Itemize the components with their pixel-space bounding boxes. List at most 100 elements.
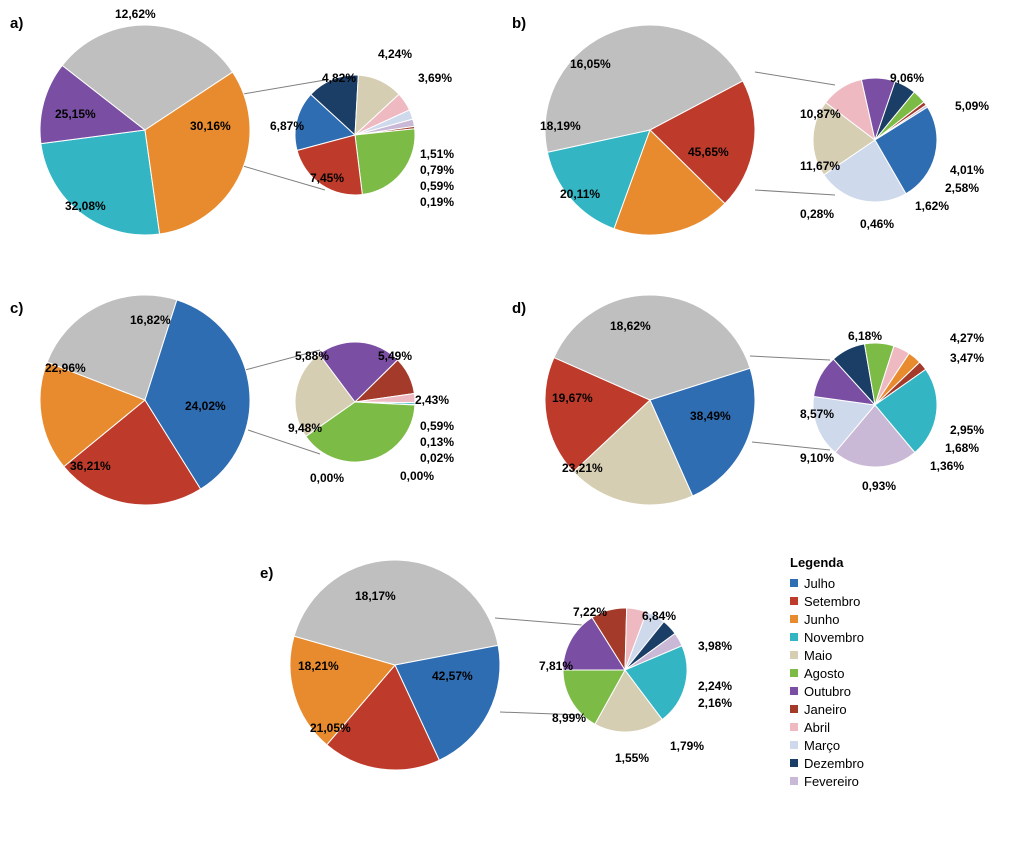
panel-d-sub-label-5: 1,68%	[945, 442, 979, 455]
legend-label: Outubro	[804, 684, 851, 699]
legend-swatch	[790, 741, 798, 749]
panel-a-main-label-1: 12,62%	[115, 8, 156, 21]
legend-title: Legenda	[790, 555, 864, 570]
panel-e-sub-label-0: 7,81%	[539, 660, 573, 673]
panel-a-sub-label-6: 0,19%	[420, 196, 454, 209]
legend-swatch	[790, 579, 798, 587]
legend-label: Abril	[804, 720, 830, 735]
panel-c-sub-label-3: 0,59%	[420, 420, 454, 433]
panel-c-label: c)	[10, 300, 23, 317]
panel-d-main-label-2: 38,49%	[690, 410, 731, 423]
panel-b-sub-label-2: 5,09%	[955, 100, 989, 113]
legend-label: Setembro	[804, 594, 860, 609]
panel-e-sub-label-2: 6,84%	[642, 610, 676, 623]
legend-row: Setembro	[790, 592, 864, 610]
legend-swatch	[790, 633, 798, 641]
svg-layer	[0, 0, 1024, 855]
panel-e-sub-label-3: 3,98%	[698, 640, 732, 653]
legend-swatch	[790, 687, 798, 695]
legend-swatch	[790, 759, 798, 767]
legend-swatch	[790, 651, 798, 659]
panel-e-main-label-2: 42,57%	[432, 670, 473, 683]
panel-e-main-label-0: 18,21%	[298, 660, 339, 673]
legend-label: Novembro	[804, 630, 864, 645]
pie-connector	[495, 618, 582, 625]
legend-row: Novembro	[790, 628, 864, 646]
legend-row: Julho	[790, 574, 864, 592]
panel-d-main-label-1: 18,62%	[610, 320, 651, 333]
legend-label: Março	[804, 738, 840, 753]
legend-row: Abril	[790, 718, 864, 736]
legend-row: Agosto	[790, 664, 864, 682]
legend-label: Agosto	[804, 666, 844, 681]
panel-c-sub-label-4: 0,13%	[420, 436, 454, 449]
panel-a-main-slice-0	[41, 130, 160, 235]
panel-b-sub-label-5: 1,62%	[915, 200, 949, 213]
panel-e-main-label-1: 18,17%	[355, 590, 396, 603]
panel-a-main-label-2: 30,16%	[190, 120, 231, 133]
panel-d-sub-label-4: 2,95%	[950, 424, 984, 437]
panel-c-main-label-0: 22,96%	[45, 362, 86, 375]
panel-b-sub-label-3: 4,01%	[950, 164, 984, 177]
panel-c-sub-label-7: 0,00%	[310, 472, 344, 485]
legend-label: Dezembro	[804, 756, 864, 771]
panel-c-main-label-3: 36,21%	[70, 460, 111, 473]
panel-c-sub-label-2: 2,43%	[415, 394, 449, 407]
legend-row: Outubro	[790, 682, 864, 700]
legend-row: Junho	[790, 610, 864, 628]
pie-connector	[755, 72, 835, 85]
panel-a-label: a)	[10, 15, 23, 32]
panel-b-sub-label-4: 2,58%	[945, 182, 979, 195]
panel-a-sub-label-0: 4,82%	[322, 72, 356, 85]
legend-row: Janeiro	[790, 700, 864, 718]
pie-connector	[750, 356, 830, 360]
panel-c-sub-label-6: 0,00%	[400, 470, 434, 483]
pie-connector	[755, 190, 835, 195]
panel-a-sub-label-5: 0,59%	[420, 180, 454, 193]
panel-b-main-label-1: 45,65%	[688, 146, 729, 159]
panel-d-sub-label-7: 0,93%	[862, 480, 896, 493]
panel-a-sub-label-1: 4,24%	[378, 48, 412, 61]
panel-e-sub-label-1: 7,22%	[573, 606, 607, 619]
panel-d-sub-label-2: 4,27%	[950, 332, 984, 345]
panel-b-main-label-0: 16,05%	[570, 58, 611, 71]
legend-swatch	[790, 777, 798, 785]
panel-a-main-label-0: 25,15%	[55, 108, 96, 121]
panel-b-sub-label-1: 9,06%	[890, 72, 924, 85]
legend-row: Maio	[790, 646, 864, 664]
legend: Legenda Julho SetembroJunho Novembro Maio Ago…	[790, 555, 864, 790]
legend-row: Fevereiro	[790, 772, 864, 790]
panel-d-main-label-0: 19,67%	[552, 392, 593, 405]
figure-root: a)25,15%12,62%30,16%32,08%4,82%4,24%3,69…	[0, 0, 1024, 855]
panel-a-sub-label-4: 0,79%	[420, 164, 454, 177]
panel-a-sub-label-8: 6,87%	[270, 120, 304, 133]
legend-swatch	[790, 615, 798, 623]
panel-e-main-label-3: 21,05%	[310, 722, 351, 735]
panel-d-sub-label-1: 6,18%	[848, 330, 882, 343]
panel-a-main-label-3: 32,08%	[65, 200, 106, 213]
panel-b-label: b)	[512, 15, 526, 32]
legend-label: Maio	[804, 648, 832, 663]
panel-e-sub-label-8: 8,99%	[552, 712, 586, 725]
legend-swatch	[790, 669, 798, 677]
panel-d-main-label-3: 23,21%	[562, 462, 603, 475]
panel-e-sub-label-4: 2,24%	[698, 680, 732, 693]
panel-b-sub-label-8: 11,67%	[800, 160, 840, 173]
legend-swatch	[790, 705, 798, 713]
panel-d-sub-label-6: 1,36%	[930, 460, 964, 473]
panel-d-sub-label-8: 9,10%	[800, 452, 834, 465]
legend-label: Janeiro	[804, 702, 847, 717]
panel-b-main-label-2: 20,11%	[560, 188, 600, 201]
panel-b-main-label-3: 18,19%	[540, 120, 581, 133]
panel-c-sub-label-1: 5,49%	[378, 350, 412, 363]
panel-c-sub-label-5: 0,02%	[420, 452, 454, 465]
legend-label: Julho	[804, 576, 835, 591]
panel-d-sub-label-0: 8,57%	[800, 408, 834, 421]
panel-c-main-label-2: 24,02%	[185, 400, 226, 413]
panel-b-sub-label-6: 0,46%	[860, 218, 894, 231]
panel-d-label: d)	[512, 300, 526, 317]
legend-swatch	[790, 597, 798, 605]
panel-e-sub-label-6: 1,79%	[670, 740, 704, 753]
panel-a-sub-slice-7	[355, 129, 415, 195]
panel-e-label: e)	[260, 565, 273, 582]
